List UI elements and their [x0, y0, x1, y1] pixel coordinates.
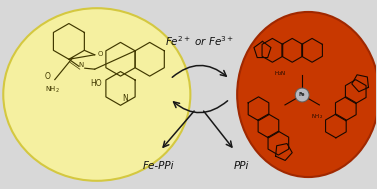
Text: HO: HO [90, 79, 101, 88]
Ellipse shape [237, 12, 377, 177]
Text: NH$_2$: NH$_2$ [45, 84, 60, 95]
Text: N: N [123, 94, 128, 103]
Text: Fe: Fe [299, 92, 305, 98]
Text: N: N [78, 62, 83, 68]
Text: Fe$^{2+}$ or Fe$^{3+}$: Fe$^{2+}$ or Fe$^{3+}$ [165, 35, 234, 48]
Circle shape [295, 88, 309, 102]
Text: O: O [45, 72, 51, 81]
Text: NH$_2$: NH$_2$ [311, 112, 323, 121]
Ellipse shape [3, 8, 190, 181]
Text: Fe-PPi: Fe-PPi [143, 161, 174, 171]
Text: H$_2$N: H$_2$N [274, 69, 287, 78]
Text: O: O [98, 51, 103, 57]
Text: PPi: PPi [234, 161, 249, 171]
